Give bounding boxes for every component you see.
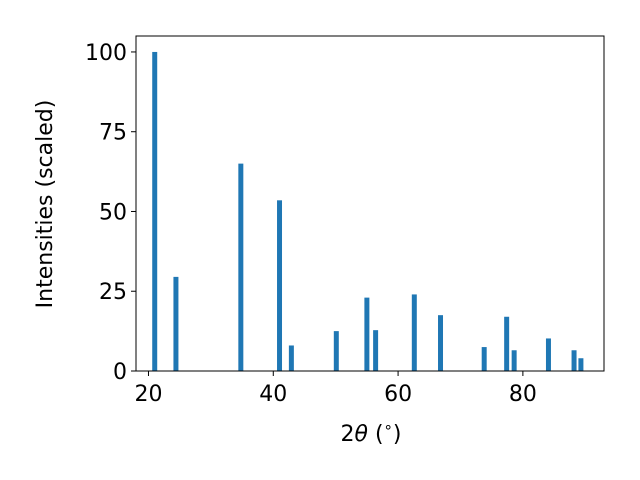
bar bbox=[333, 331, 339, 371]
x-tick-label: 20 bbox=[134, 382, 162, 407]
y-axis-label: Intensities (scaled) bbox=[33, 100, 58, 309]
x-axis-label-part: ( bbox=[368, 422, 384, 447]
bar bbox=[511, 350, 517, 371]
x-axis: 20 40 60 80 bbox=[134, 371, 537, 407]
plot-frame bbox=[135, 35, 605, 372]
y-tick-label: 50 bbox=[99, 200, 127, 225]
bar bbox=[288, 345, 294, 371]
bar bbox=[504, 316, 510, 371]
x-axis-label-degree: ∘ bbox=[384, 418, 393, 436]
x-tick-label: 80 bbox=[509, 382, 537, 407]
y-tick-label: 0 bbox=[113, 360, 127, 385]
y-axis: 0 25 50 75 100 bbox=[85, 41, 136, 385]
x-axis-label-part: 2 bbox=[340, 422, 354, 447]
bar bbox=[152, 51, 158, 371]
bar bbox=[578, 358, 584, 371]
x-axis-label-theta: θ bbox=[354, 422, 368, 447]
x-axis-label-part: ) bbox=[393, 422, 402, 447]
bar bbox=[373, 330, 379, 371]
bar bbox=[481, 347, 487, 371]
bar bbox=[411, 294, 417, 371]
y-tick-label: 100 bbox=[85, 41, 127, 66]
bar bbox=[545, 338, 551, 371]
bar-series bbox=[152, 51, 584, 371]
bar bbox=[438, 315, 444, 371]
bar bbox=[364, 297, 370, 371]
bar bbox=[571, 350, 577, 371]
x-tick-label: 40 bbox=[259, 382, 287, 407]
y-tick-label: 25 bbox=[99, 280, 127, 305]
y-tick-label: 75 bbox=[99, 121, 127, 146]
bar bbox=[173, 276, 179, 371]
bar bbox=[277, 200, 283, 371]
bar bbox=[238, 163, 244, 371]
x-tick-label: 60 bbox=[384, 382, 412, 407]
x-axis-label: 2θ (∘) bbox=[340, 418, 401, 447]
